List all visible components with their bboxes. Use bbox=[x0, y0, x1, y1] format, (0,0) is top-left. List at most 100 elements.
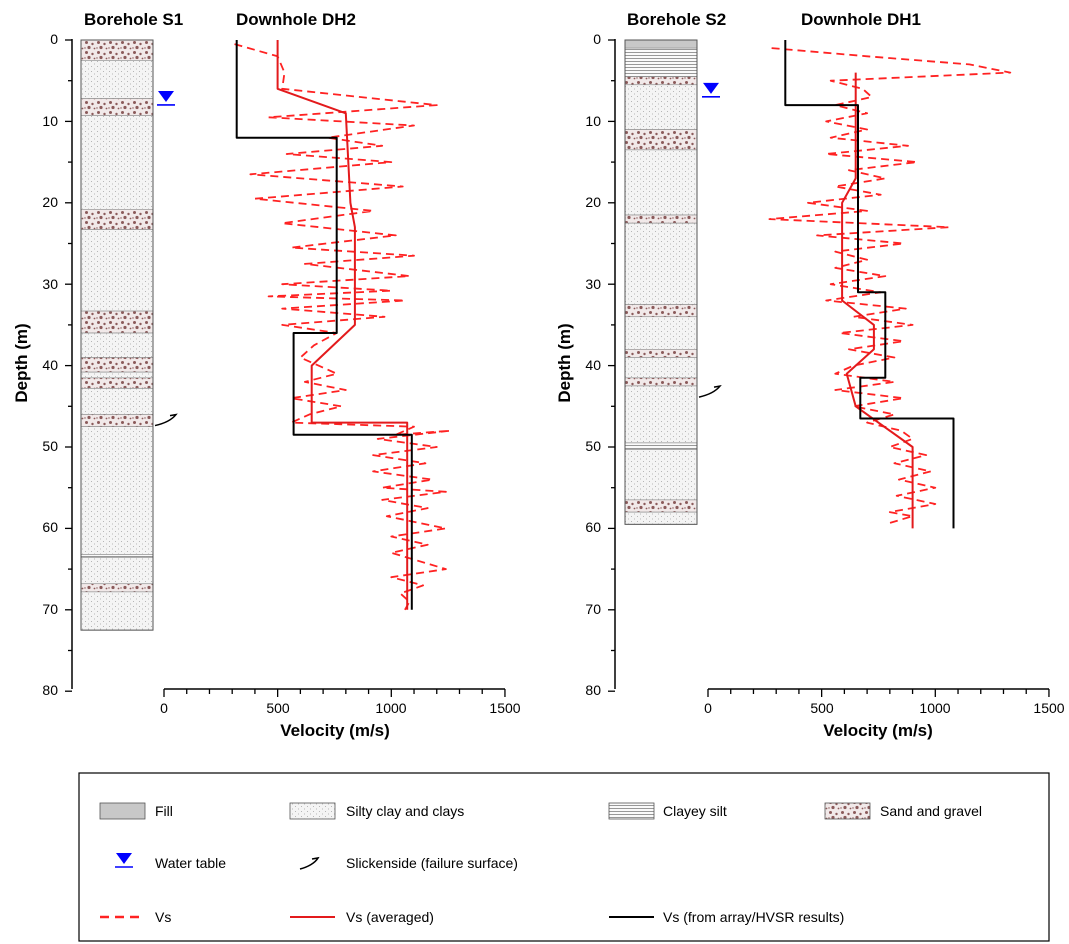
legend-swatch-silty-clay bbox=[289, 802, 336, 820]
borehole-column bbox=[624, 39, 698, 525]
vs-averaged-line bbox=[276, 40, 409, 610]
soil-layer-clayey-silt bbox=[80, 554, 154, 559]
soil-layer-silty-clay bbox=[80, 115, 154, 210]
soil-layer-clayey-silt bbox=[624, 47, 698, 77]
legend: Fill Silty clay and clays Clayey silt Sa… bbox=[78, 772, 1050, 942]
soil-layer-silty-clay bbox=[624, 84, 698, 130]
y-tick-label: 0 bbox=[593, 31, 601, 47]
water-table-icon bbox=[115, 853, 133, 868]
x-axis-title: Velocity (m/s) bbox=[280, 721, 390, 740]
x-tick-label: 500 bbox=[810, 700, 834, 716]
x-tick-label: 0 bbox=[160, 700, 168, 716]
soil-layer-sand-gravel bbox=[624, 214, 698, 224]
vs-array-line bbox=[235, 40, 413, 610]
soil-layer-sand-gravel bbox=[80, 310, 154, 334]
y-tick-label: 40 bbox=[585, 357, 601, 373]
x-axis-ticks bbox=[707, 689, 1050, 697]
downhole-title: Downhole DH1 bbox=[801, 10, 921, 29]
y-axis-ticks bbox=[65, 39, 72, 692]
x-tick-label: 1000 bbox=[375, 700, 406, 716]
soil-layer-fill bbox=[624, 39, 698, 49]
panel-2: Borehole S2 Downhole DH1 Depth (m) 0 10 … bbox=[555, 10, 1065, 740]
soil-layer-sand-gravel bbox=[80, 357, 154, 373]
y-tick-label: 40 bbox=[42, 357, 58, 373]
soil-layer-silty-clay bbox=[624, 511, 698, 525]
soil-layer-sand-gravel bbox=[80, 39, 154, 61]
legend-label-clayey-silt: Clayey silt bbox=[663, 803, 727, 819]
soil-layer-silty-clay bbox=[624, 357, 698, 379]
soil-layer-silty-clay bbox=[80, 557, 154, 585]
legend-label-silty-clay: Silty clay and clays bbox=[346, 803, 464, 819]
legend-swatch-sand-gravel bbox=[824, 802, 871, 820]
soil-layer-sand-gravel bbox=[624, 349, 698, 358]
y-tick-label: 30 bbox=[585, 276, 601, 292]
legend-label-vs-averaged: Vs (averaged) bbox=[346, 909, 434, 925]
soil-layer-silty-clay bbox=[624, 222, 698, 305]
legend-label-slickenside: Slickenside (failure surface) bbox=[346, 855, 518, 871]
y-tick-label: 20 bbox=[42, 194, 58, 210]
borehole-markers bbox=[698, 82, 722, 398]
x-tick-label: 1500 bbox=[1033, 700, 1064, 716]
legend-swatch-fill bbox=[99, 802, 146, 820]
vs-array-line bbox=[784, 40, 955, 529]
soil-layer-silty-clay bbox=[80, 591, 154, 631]
x-tick-label: 0 bbox=[704, 700, 712, 716]
slickenside-icon bbox=[154, 413, 178, 427]
legend-label-water-table: Water table bbox=[155, 855, 226, 871]
y-tick-label: 0 bbox=[50, 31, 58, 47]
legend-label-vs: Vs bbox=[155, 909, 171, 925]
vs-dashed-line bbox=[234, 43, 452, 611]
y-tick-label: 10 bbox=[585, 113, 601, 129]
y-tick-label: 60 bbox=[585, 519, 601, 535]
x-axis-ticks bbox=[163, 689, 506, 697]
x-axis-title: Velocity (m/s) bbox=[823, 721, 933, 740]
borehole-outline bbox=[80, 39, 154, 631]
soil-layer-silty-clay bbox=[80, 426, 154, 555]
soil-layer-sand-gravel bbox=[80, 98, 154, 117]
borehole-markers bbox=[154, 90, 178, 427]
y-axis-title: Depth (m) bbox=[12, 323, 31, 402]
slickenside-icon bbox=[698, 385, 722, 398]
water-table-icon bbox=[703, 82, 719, 94]
y-axis-title: Depth (m) bbox=[555, 323, 574, 402]
y-tick-label: 60 bbox=[42, 519, 58, 535]
y-tick-label: 30 bbox=[42, 276, 58, 292]
soil-layer-silty-clay bbox=[80, 388, 154, 415]
soil-layer-silty-clay bbox=[624, 449, 698, 501]
borehole-title: Borehole S1 bbox=[84, 10, 183, 29]
soil-layer-sand-gravel bbox=[624, 499, 698, 513]
soil-layer-clayey-silt bbox=[624, 442, 698, 450]
soil-layer-sand-gravel bbox=[80, 377, 154, 389]
legend-box bbox=[78, 772, 1050, 942]
soil-layer-silty-clay bbox=[624, 385, 698, 444]
soil-layer-sand-gravel bbox=[624, 129, 698, 151]
soil-layer-sand-gravel bbox=[624, 377, 698, 387]
borehole-title: Borehole S2 bbox=[627, 10, 726, 29]
soil-layer-silty-clay bbox=[624, 316, 698, 350]
panel-1: Borehole S1 Downhole DH2 Depth (m) 0 10 … bbox=[12, 10, 521, 740]
borehole-column bbox=[80, 39, 154, 631]
y-tick-label: 80 bbox=[42, 682, 58, 698]
soil-layer-sand-gravel bbox=[624, 76, 698, 86]
x-tick-label: 500 bbox=[266, 700, 290, 716]
y-axis-ticks bbox=[608, 39, 615, 692]
x-tick-label: 1000 bbox=[919, 700, 950, 716]
vs-averaged-line bbox=[841, 72, 914, 529]
soil-layer-silty-clay bbox=[80, 60, 154, 99]
water-table-icon bbox=[158, 90, 174, 102]
y-tick-label: 80 bbox=[585, 682, 601, 698]
soil-layer-silty-clay bbox=[80, 371, 154, 379]
legend-label-sand-gravel: Sand and gravel bbox=[880, 803, 982, 819]
legend-label-fill: Fill bbox=[155, 803, 173, 819]
soil-layer-sand-gravel bbox=[624, 304, 698, 318]
borehole-outline bbox=[624, 39, 698, 525]
soil-layer-sand-gravel bbox=[80, 583, 154, 593]
soil-layer-sand-gravel bbox=[80, 209, 154, 230]
velocity-series bbox=[768, 40, 1012, 529]
soil-layer-silty-clay bbox=[624, 149, 698, 216]
downhole-title: Downhole DH2 bbox=[236, 10, 356, 29]
soil-layer-sand-gravel bbox=[80, 414, 154, 427]
legend-swatch-clayey-silt bbox=[608, 802, 655, 820]
soil-layer-silty-clay bbox=[80, 229, 154, 312]
